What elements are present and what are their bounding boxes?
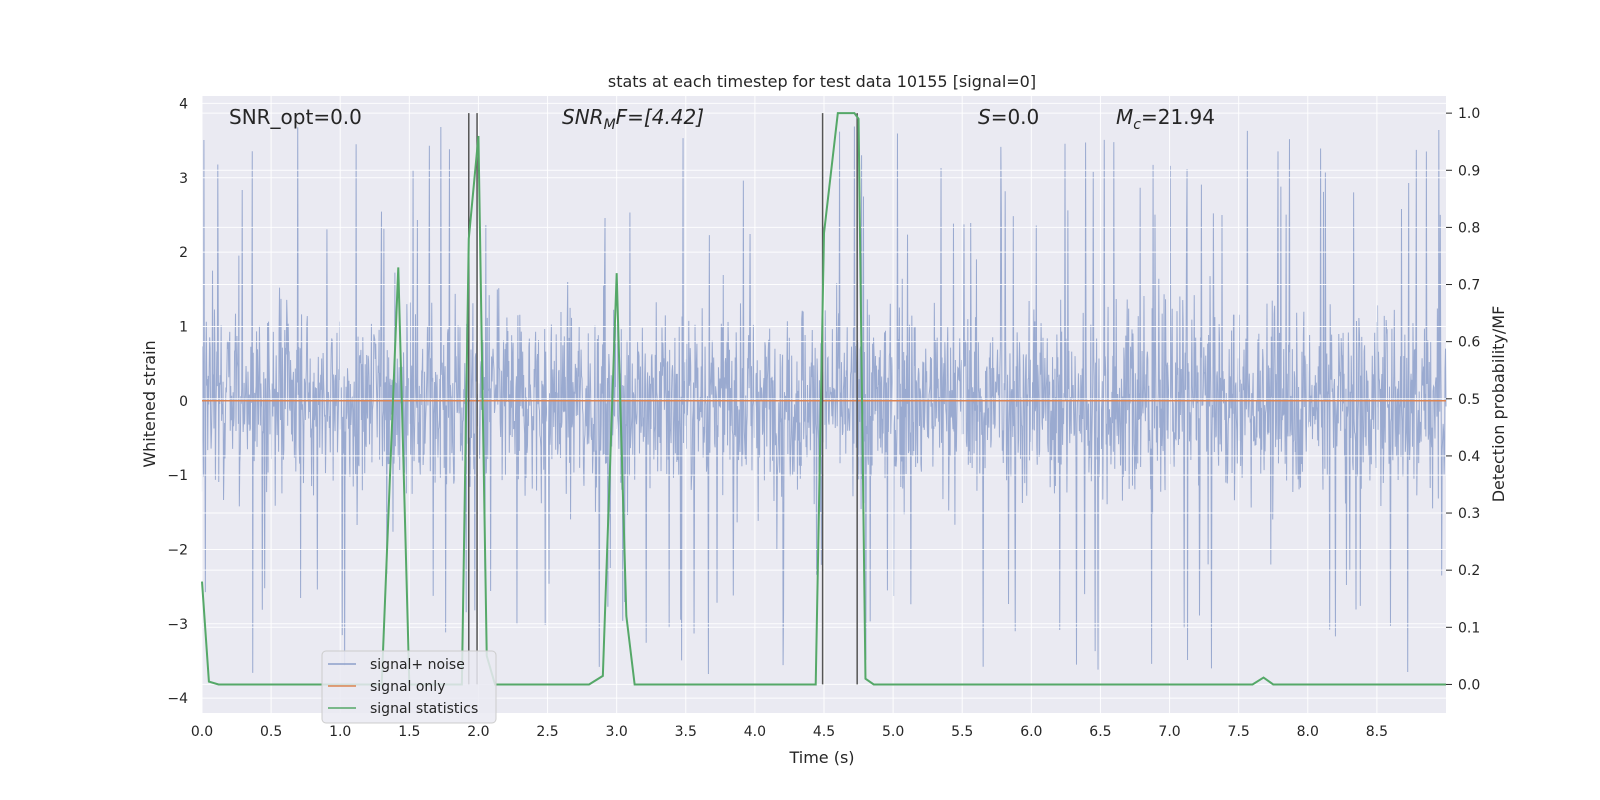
mc-sub: c — [1133, 117, 1141, 133]
legend: signal+ noise signal only signal statist… — [321, 650, 497, 724]
y-axis-right-label: Detection probability/MF — [1489, 306, 1508, 503]
chart-title: stats at each timestep for test data 101… — [608, 72, 1036, 91]
x-tick-label: 2.5 — [536, 724, 558, 740]
legend-label-signal-noise: signal+ noise — [370, 657, 465, 673]
x-tick-label: 7.5 — [1228, 724, 1250, 740]
y-right-tick-label: 0.1 — [1458, 620, 1480, 636]
y-right-tick-label: 0.3 — [1458, 506, 1480, 522]
snr-mf-annotation: SNRMF=[4.42] — [562, 105, 704, 133]
y-right-tick-label: 1.0 — [1458, 106, 1480, 122]
y-right-tick-label: 0.7 — [1458, 278, 1480, 294]
x-tick-label: 1.0 — [329, 724, 351, 740]
x-tick-label: 8.0 — [1297, 724, 1319, 740]
x-tick-label: 3.0 — [606, 724, 628, 740]
x-tick-label: 5.0 — [882, 724, 904, 740]
x-axis-label: Time (s) — [788, 748, 854, 767]
y-axis-label: Whitened strain — [140, 340, 159, 467]
mc-rest: =21.94 — [1141, 105, 1215, 129]
signal-statistics-line — [201, 112, 1446, 686]
tick-labels: 0.0 0.5 1.0 1.5 2.0 2.5 3.0 3.5 4.0 4.5 5.0 5.5 6.0 6… — [167, 96, 1480, 740]
legend-label-signal-only: signal only — [370, 679, 445, 695]
x-tick-label: 5.5 — [951, 724, 973, 740]
y-right-tick-label: 0.0 — [1458, 677, 1480, 693]
y-right-tick-label: 0.6 — [1458, 335, 1480, 351]
y-right-tick-label: 0.4 — [1458, 449, 1480, 465]
x-tick-label: 2.0 — [467, 724, 489, 740]
snr-opt-annotation: SNR_opt=0.0 — [229, 105, 362, 129]
y-tick-label: 0 — [179, 394, 188, 410]
s-annotation: S=0.0 — [978, 105, 1039, 129]
signal-statistics-series — [201, 112, 1446, 686]
vertical-markers — [468, 113, 858, 685]
x-tick-label: 8.5 — [1366, 724, 1388, 740]
x-tick-label: 0.5 — [260, 724, 282, 740]
legend-box — [321, 650, 497, 724]
y-tick-label: −2 — [167, 542, 188, 558]
y-right-tick-label: 0.8 — [1458, 220, 1480, 236]
y-tick-label: 2 — [179, 245, 188, 261]
y-tick-label: −3 — [167, 617, 188, 633]
x-tick-label: 6.5 — [1089, 724, 1111, 740]
mc-label: M — [1116, 105, 1133, 129]
x-tick-label: 6.0 — [1020, 724, 1042, 740]
snr-mf-label: SNR — [562, 105, 604, 129]
y-right-tick-label: 0.2 — [1458, 563, 1480, 579]
snr-mf-sub: M — [604, 117, 616, 133]
y-right-tick-label: 0.9 — [1458, 163, 1480, 179]
x-tick-label: 3.5 — [675, 724, 697, 740]
x-tick-label: 0.0 — [191, 724, 213, 740]
mc-annotation: Mc=21.94 — [1116, 105, 1215, 133]
y-tick-label: 4 — [179, 96, 188, 112]
y-right-tick-label: 0.5 — [1458, 392, 1480, 408]
y-tick-label: 3 — [179, 171, 188, 187]
x-tick-label: 4.5 — [813, 724, 835, 740]
x-tick-label: 7.0 — [1158, 724, 1180, 740]
legend-label-signal-statistics: signal statistics — [370, 701, 478, 717]
y-tick-label: −1 — [167, 468, 188, 484]
y-tick-label: 1 — [179, 319, 188, 335]
snr-mf-rest: F=[4.42] — [616, 105, 704, 129]
x-tick-label: 4.0 — [744, 724, 766, 740]
x-tick-label: 1.5 — [398, 724, 420, 740]
s-rest: =0.0 — [991, 105, 1040, 129]
s-label: S — [978, 105, 991, 129]
y-tick-label: −4 — [167, 691, 188, 707]
